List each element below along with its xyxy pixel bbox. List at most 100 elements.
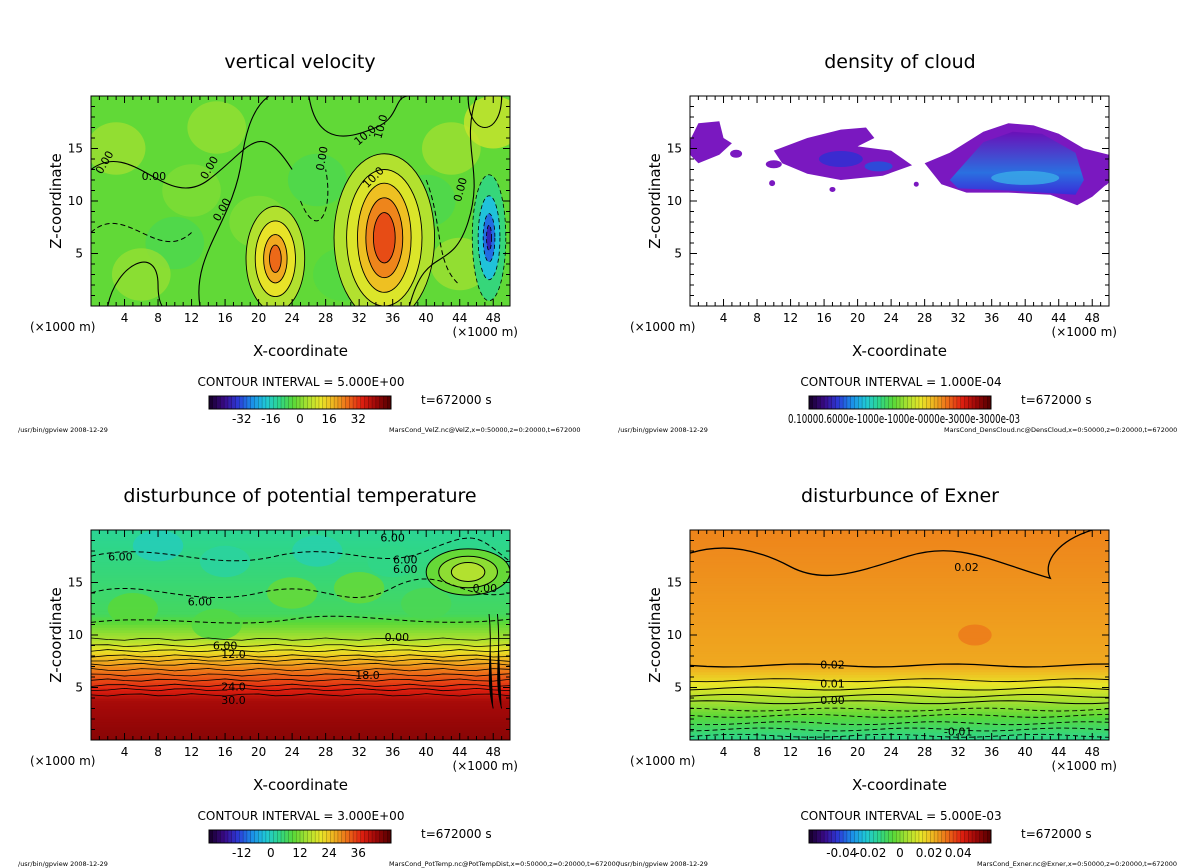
field-patch xyxy=(422,122,481,175)
x-tick-label: 44 xyxy=(452,745,467,759)
colorbar-cell xyxy=(873,396,878,409)
field-band xyxy=(690,642,1109,647)
colorbar: -0.04-0.02 0 0.02 0.04 xyxy=(808,829,992,860)
contour-line xyxy=(198,96,270,306)
field-band xyxy=(91,679,510,683)
cloud-core xyxy=(818,151,863,167)
field-band xyxy=(690,732,1109,736)
field-band xyxy=(690,711,1109,715)
colorbar-cell xyxy=(903,830,909,843)
file-footer: MarsCond_Exner.nc@Exner,x=0:50000,z=0:20… xyxy=(977,860,1177,868)
cloud-region xyxy=(730,149,743,158)
contour-line xyxy=(690,686,1109,691)
colorbar-cell xyxy=(220,396,225,409)
colorbar-cell xyxy=(873,830,878,843)
field-band xyxy=(690,574,1109,578)
field-band xyxy=(690,545,1109,549)
panel-title: density of cloud xyxy=(824,51,976,73)
downdraft-contour xyxy=(486,224,492,251)
colorbar-cell xyxy=(288,830,293,843)
colorbar-label: 24 xyxy=(321,846,336,860)
y-tick-label: 15 xyxy=(667,142,682,156)
field-patch xyxy=(107,593,159,625)
contour-line xyxy=(91,673,510,677)
colorbar-cell xyxy=(273,830,278,843)
colorbar-label: -16 xyxy=(261,412,281,426)
colorbar-cell xyxy=(334,396,339,409)
x-tick-label: 20 xyxy=(251,745,266,759)
colorbar-cell xyxy=(277,396,282,409)
colorbar-label: 36 xyxy=(351,846,366,860)
field-band xyxy=(91,608,510,612)
cloud-region xyxy=(690,121,732,164)
y-tick-label: 10 xyxy=(667,628,682,642)
colorbar-cell xyxy=(292,830,297,843)
x-axis-label: X-coordinate xyxy=(852,342,947,360)
field-band xyxy=(690,708,1109,712)
field-patch xyxy=(334,572,385,604)
field-band xyxy=(690,684,1109,689)
colorbar-cell xyxy=(353,396,358,409)
colorbar-cell xyxy=(311,396,316,409)
x-tick-label: 48 xyxy=(486,745,501,759)
panel-title: vertical velocity xyxy=(224,51,375,73)
field-patch xyxy=(367,545,418,578)
contour-interval: CONTOUR INTERVAL = 3.000E+00 xyxy=(198,809,405,823)
colorbar-cell xyxy=(296,830,301,843)
field-band xyxy=(690,648,1109,652)
program-footer: /usr/bin/gpview 2008-12-29 xyxy=(18,860,108,868)
field-band xyxy=(690,703,1109,707)
colorbar-cell xyxy=(987,830,992,843)
contour-line xyxy=(91,662,510,667)
colorbar-cell xyxy=(809,830,814,843)
field-band xyxy=(91,656,510,660)
field-band xyxy=(91,637,510,641)
x-tick-label: 4 xyxy=(720,745,728,759)
field-band xyxy=(690,677,1109,681)
colorbar-cell xyxy=(281,830,286,843)
colorbar-cell xyxy=(254,396,259,409)
colorbar-cell xyxy=(231,396,237,409)
field-band xyxy=(91,621,510,626)
field-band xyxy=(690,587,1109,591)
colorbar-cell xyxy=(922,396,928,409)
colorbar-cell xyxy=(303,830,309,843)
field-band xyxy=(91,671,510,675)
field-band xyxy=(690,614,1109,618)
field-band xyxy=(690,600,1109,605)
colorbar-cell xyxy=(254,830,259,843)
colorbar-cell xyxy=(960,830,965,843)
colorbar-cell xyxy=(881,830,886,843)
field-band xyxy=(690,682,1109,686)
field-band xyxy=(91,611,510,615)
x-unit-right: (×1000 m) xyxy=(1052,759,1117,773)
x-unit-left: (×1000 m) xyxy=(30,754,95,768)
colorbar-cell xyxy=(227,830,233,843)
x-tick-label: 40 xyxy=(1018,311,1033,325)
colorbar-cell xyxy=(915,830,920,843)
field-patch xyxy=(111,248,171,301)
x-unit-left: (×1000 m) xyxy=(630,320,695,334)
field-band xyxy=(91,713,510,717)
field: 6.006.006.006.006.000.000.006.0012.018.0… xyxy=(91,530,510,740)
program-footer: /usr/bin/gpview 2008-12-29 xyxy=(18,426,108,434)
colorbar-cell xyxy=(839,830,844,843)
colorbar-cell xyxy=(941,830,946,843)
contour-label: 0.00 xyxy=(473,582,498,595)
field-band xyxy=(91,569,510,573)
y-tick-label: 15 xyxy=(667,576,682,590)
colorbar-cell xyxy=(372,396,377,409)
colorbar-cell xyxy=(353,830,358,843)
colorbar-cell xyxy=(812,396,818,409)
y-axis-label: Z-coordinate xyxy=(646,153,664,248)
colorbar-cell xyxy=(300,396,305,409)
x-tick-label: 20 xyxy=(850,745,865,759)
x-tick-label: 24 xyxy=(284,745,299,759)
field-band xyxy=(690,595,1109,599)
field-band xyxy=(91,574,510,578)
colorbar-cell xyxy=(884,830,890,843)
field-band xyxy=(690,577,1109,581)
